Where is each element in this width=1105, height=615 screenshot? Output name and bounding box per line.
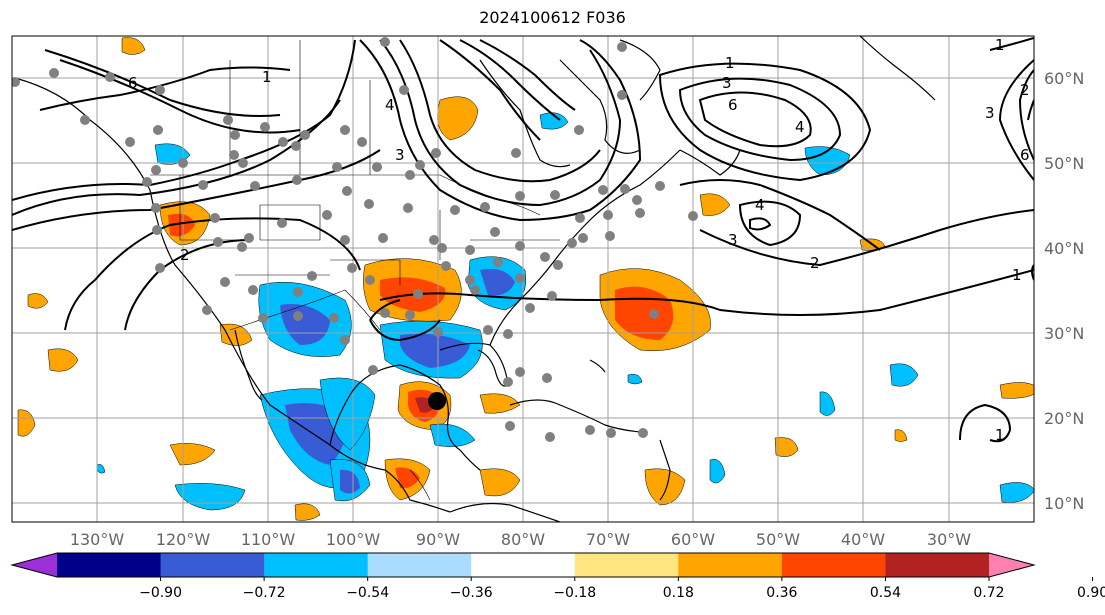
lon-label: 40°W bbox=[841, 530, 885, 549]
lon-label: 50°W bbox=[756, 530, 800, 549]
colorbar-segment bbox=[264, 553, 369, 577]
lon-label: 100°W bbox=[326, 530, 381, 549]
lon-label: 60°W bbox=[671, 530, 715, 549]
colorbar-segment bbox=[885, 553, 990, 577]
colorbar-extend-low bbox=[12, 553, 57, 577]
contour-label: 4 bbox=[385, 96, 395, 114]
colorbar-segment bbox=[678, 553, 783, 577]
contour-label: 4 bbox=[795, 118, 805, 136]
lon-label: 30°W bbox=[927, 530, 971, 549]
contour-label: 3 bbox=[985, 104, 995, 122]
contour-label: 1 bbox=[995, 426, 1005, 444]
contour-label: 3 bbox=[395, 146, 405, 164]
lon-label: 80°W bbox=[501, 530, 545, 549]
lat-label: 60°N bbox=[1044, 69, 1084, 88]
contour-label: 2 bbox=[1020, 81, 1030, 99]
contour-label: 6 bbox=[1020, 146, 1030, 164]
colorbar-tick-label: −0.54 bbox=[346, 585, 389, 601]
longitude-axis: 130°W 120°W 110°W 100°W 90°W 80°W 70°W 6… bbox=[70, 530, 971, 549]
colorbar-tick-label: 0.18 bbox=[663, 585, 694, 601]
colorbar-tick-label: −0.90 bbox=[139, 585, 182, 601]
lat-label: 40°N bbox=[1044, 239, 1084, 258]
colorbar-segment bbox=[574, 553, 679, 577]
contour-label: 6 bbox=[728, 96, 738, 114]
colorbar-tick-label: 0.90 bbox=[1077, 585, 1105, 601]
contour-label: 3 bbox=[722, 74, 732, 92]
coastlines bbox=[14, 36, 936, 522]
contour-label: 1 bbox=[262, 68, 272, 86]
colorbar-tick-label: −0.36 bbox=[450, 585, 493, 601]
colorbar-tick-label: 0.54 bbox=[870, 585, 901, 601]
map-title: 2024100612 F036 bbox=[479, 8, 626, 27]
colorbar-segment bbox=[160, 553, 265, 577]
contour-label: 3 bbox=[728, 231, 738, 249]
map-border bbox=[11, 35, 1035, 523]
negative-anomaly-fields bbox=[96, 112, 1034, 511]
lat-label: 10°N bbox=[1044, 494, 1084, 513]
colorbar-segment bbox=[367, 553, 472, 577]
gray-markers bbox=[12, 37, 698, 442]
colorbar-segment bbox=[57, 553, 162, 577]
storm-center-marker bbox=[428, 392, 446, 410]
colorbar-extend-high bbox=[989, 553, 1034, 577]
lon-label: 130°W bbox=[70, 530, 125, 549]
contour-label: 1 bbox=[1012, 266, 1022, 284]
contour-label-group: 1 6 4 3 1 3 6 4 4 3 2 2 1 1 6 3 2 1 bbox=[128, 36, 1030, 444]
colorbar-tick-label: −0.18 bbox=[553, 585, 596, 601]
lat-label: 50°N bbox=[1044, 154, 1084, 173]
lat-label: 20°N bbox=[1044, 409, 1084, 428]
contour-label: 2 bbox=[810, 254, 820, 272]
contour-label: 1 bbox=[995, 36, 1005, 54]
colorbar-outline bbox=[10, 552, 1036, 578]
lon-label: 70°W bbox=[586, 530, 630, 549]
latitude-axis: 60°N 50°N 40°N 30°N 20°N 10°N bbox=[1044, 69, 1084, 513]
colorbar: −0.90 −0.72 −0.54 −0.36 −0.18 0.18 0.36 0.54 0.7… bbox=[10, 552, 1105, 601]
colorbar-segment bbox=[471, 553, 576, 577]
lat-label: 30°N bbox=[1044, 324, 1084, 343]
colorbar-segment bbox=[781, 553, 886, 577]
colorbar-tick-label: −0.72 bbox=[243, 585, 286, 601]
contour-label: 2 bbox=[180, 246, 190, 264]
contour-label: 6 bbox=[128, 74, 138, 92]
contour-label: 1 bbox=[725, 54, 735, 72]
lon-label: 110°W bbox=[241, 530, 296, 549]
lon-label: 120°W bbox=[156, 530, 211, 549]
lon-label: 90°W bbox=[416, 530, 460, 549]
colorbar-tick-label: 0.72 bbox=[973, 585, 1004, 601]
contour-label: 4 bbox=[755, 196, 765, 214]
colorbar-tick-label: 0.36 bbox=[766, 585, 797, 601]
